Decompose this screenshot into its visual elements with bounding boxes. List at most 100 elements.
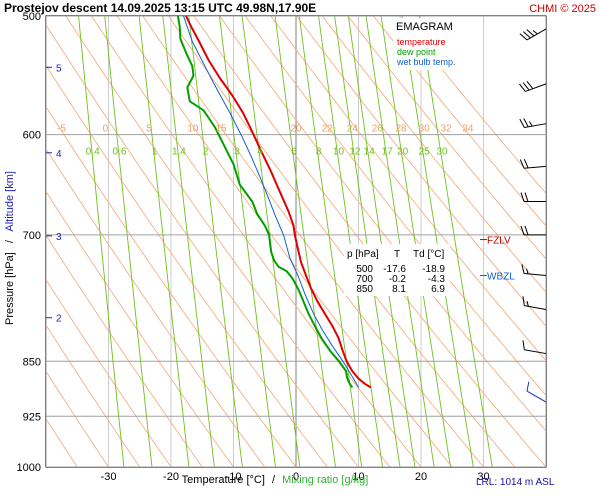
- wetbulb-line: [183, 16, 359, 388]
- mixing-ratio-line: [78, 16, 125, 467]
- mixing-ratio-line: [138, 16, 190, 467]
- barb-flag: [526, 80, 534, 90]
- y-tick-label: 600: [23, 130, 41, 142]
- altitude-tick-label: 5: [56, 63, 62, 74]
- mixing-ratio-line: [241, 16, 301, 467]
- legend-item-temperature: temperature: [397, 37, 446, 47]
- mixing-ratio-label: 30: [436, 147, 448, 158]
- table-cell: -18.9: [422, 264, 445, 275]
- x-tick-label: 0: [293, 471, 299, 483]
- dry-adiabat-line: [398, 16, 546, 195]
- dry-adiabat-label: 30: [419, 124, 431, 135]
- barb-half-flag: [528, 121, 533, 127]
- dry-adiabat-label: 24: [347, 124, 359, 135]
- dry-adiabat-line: [46, 278, 172, 467]
- dry-adiabat-line: [46, 234, 203, 467]
- dry-adiabat-line: [46, 370, 110, 467]
- dry-adiabat-line: [46, 24, 360, 467]
- dry-adiabat-line: [142, 16, 485, 467]
- dry-adiabat-line: [321, 16, 546, 293]
- dry-adiabat-label: 28: [395, 124, 407, 135]
- barb-flag: [526, 29, 535, 37]
- mixing-ratio-label: 20: [397, 147, 409, 158]
- dry-adiabat-line: [244, 16, 546, 397]
- wind-barb: [521, 264, 547, 276]
- barb-flag: [519, 118, 525, 128]
- barb-half-flag: [526, 268, 529, 275]
- barb-flag: [523, 118, 529, 128]
- mixing-ratio-label: 3: [234, 147, 240, 158]
- dry-adiabat-label: 15: [215, 124, 227, 135]
- y-axis-title: Pressure [hPa] / Altitude [km]: [4, 171, 16, 325]
- dry-adiabat-label: 34: [462, 124, 474, 135]
- dry-adiabat-label: 5: [146, 124, 152, 135]
- data-table: p [hPa] T Td [°C] 500 -17.6 -18.9 700 -0…: [344, 244, 450, 296]
- dry-adiabat-line: [90, 16, 422, 467]
- x-tick-label: -10: [226, 471, 242, 483]
- barb-flag: [524, 225, 529, 236]
- y-axis-pressure-label: Pressure [hPa]: [4, 252, 16, 325]
- dry-adiabat-line: [46, 147, 266, 467]
- mixing-ratio-line: [219, 16, 276, 467]
- dry-adiabat-label: 32: [440, 124, 452, 135]
- mixing-ratio-line: [274, 16, 336, 467]
- x-tick-label: 10: [352, 471, 364, 483]
- dry-adiabat-line: [270, 16, 546, 362]
- dry-adiabat-label: 0: [103, 124, 109, 135]
- mixing-ratio-line: [104, 16, 153, 467]
- dry-adiabat-line: [46, 190, 235, 467]
- mixing-ratio-label: 8: [316, 147, 322, 158]
- wind-barb: [522, 296, 547, 310]
- wind-barb: [519, 118, 547, 129]
- x-axis-title: Temperature [°C] / Mixing ratio [g/kg]: [182, 474, 369, 486]
- table-cell: 500: [356, 264, 373, 275]
- level-markers: FZLV WBZL: [480, 236, 515, 282]
- mixing-ratio-label: 0.6: [112, 147, 126, 158]
- x-tick-label: -20: [163, 471, 179, 483]
- table-cell: 8.1: [392, 284, 406, 295]
- table-header-t: T: [394, 249, 400, 260]
- dry-adiabat-line: [65, 16, 391, 467]
- barb-flag: [522, 31, 531, 39]
- mixing-ratio-label: 10: [333, 147, 345, 158]
- mixing-ratio-label: 12: [349, 147, 361, 158]
- dewpoint-line: [176, 16, 354, 389]
- dry-adiabat-label: 22: [322, 124, 334, 135]
- wind-barb: [522, 340, 547, 355]
- barb-flag: [521, 264, 525, 274]
- wind-barb: [519, 80, 547, 92]
- dry-adiabat-line: [296, 16, 546, 327]
- y-tick-label: 925: [23, 411, 41, 423]
- barb-flag: [522, 296, 525, 306]
- altitude-tick-label: 4: [56, 149, 62, 160]
- dry-adiabat-line: [372, 16, 546, 227]
- dry-adiabat-label: 10: [187, 124, 199, 135]
- altitude-tick-label: 3: [56, 232, 62, 243]
- mixing-ratio-label: 17: [382, 147, 394, 158]
- y-axis-altitude-label: Altitude [km]: [4, 171, 16, 232]
- y-axis-separator: /: [4, 239, 16, 243]
- barb-flag: [519, 33, 528, 41]
- mixing-ratio-label: 4: [257, 147, 263, 158]
- barb-flag: [526, 381, 530, 392]
- table-cell: 6.9: [431, 284, 445, 295]
- mixing-ratio-line: [418, 16, 493, 467]
- barb-flag: [523, 159, 529, 169]
- wind-barb: [520, 192, 546, 203]
- x-axis-temperature-label: Temperature [°C]: [182, 474, 265, 486]
- table-cell: -0.2: [389, 274, 407, 285]
- barb-staff: [526, 390, 547, 403]
- barb-flag: [522, 340, 525, 350]
- barb-flag: [520, 192, 525, 202]
- barb-flag: [522, 82, 530, 91]
- barb-flag: [524, 192, 529, 202]
- dry-adiabat-line: [46, 64, 328, 467]
- x-tick-label: 20: [415, 471, 427, 483]
- wind-barb: [526, 381, 547, 403]
- legend-box: [393, 18, 483, 70]
- mixing-ratio-label: 1: [152, 147, 158, 158]
- dry-adiabat-line: [46, 417, 78, 467]
- y-tick-label: 500: [23, 11, 41, 23]
- legend-item-wet-bulb: wet bulb temp.: [396, 57, 456, 67]
